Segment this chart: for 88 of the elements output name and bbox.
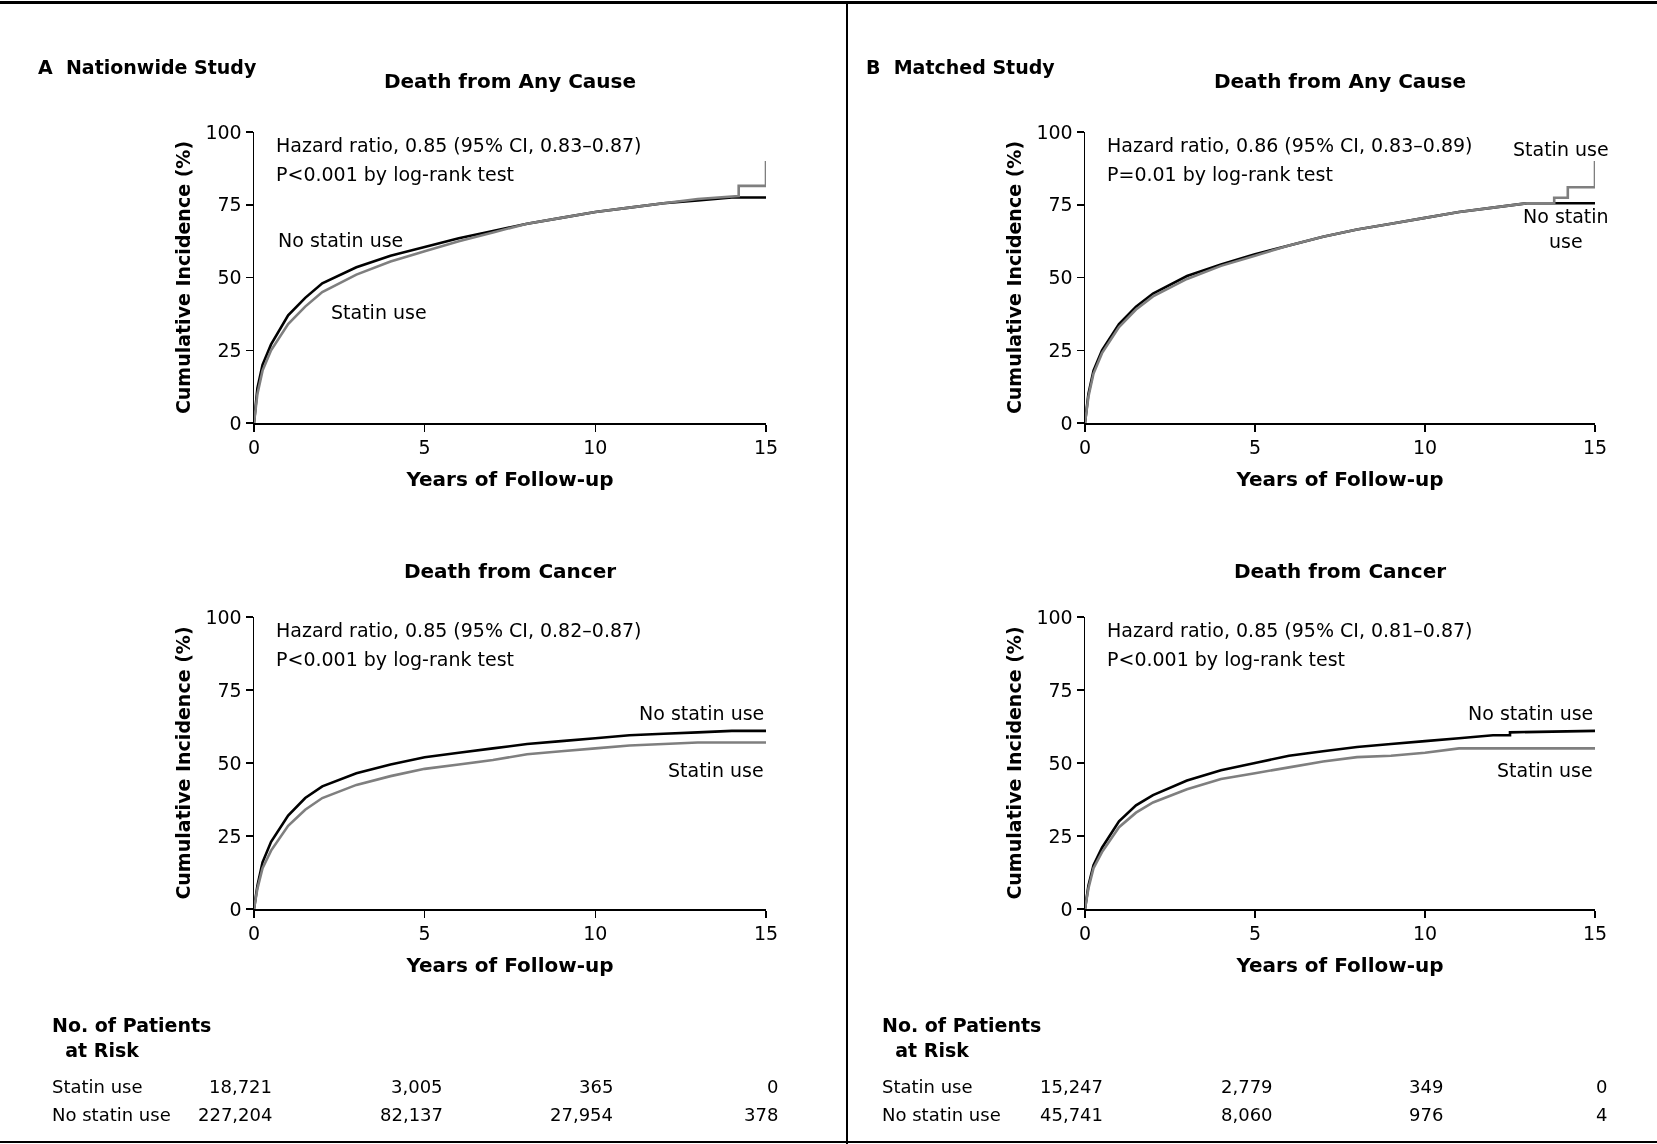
series-label: Statin use — [668, 759, 764, 781]
series-label: Statin use — [1497, 759, 1593, 781]
x-tick-label: 5 — [418, 922, 431, 945]
x-tick-label: 0 — [1078, 922, 1092, 945]
x-axis-title: Years of Follow-up — [405, 466, 614, 491]
y-tick-label: 75 — [1048, 193, 1073, 216]
y-tick-label: 100 — [1036, 120, 1073, 143]
text: 378 — [744, 1104, 779, 1125]
y-tick-label: 75 — [1048, 678, 1073, 701]
text: 227,204 — [198, 1104, 273, 1125]
y-tick-label: 0 — [229, 897, 242, 920]
chart-title: Death from Cancer — [403, 559, 617, 583]
y-tick-label: 0 — [229, 411, 242, 434]
x-tick-label: 15 — [1582, 436, 1608, 459]
text: 82,137 — [380, 1104, 443, 1125]
y-tick-label: 0 — [1060, 411, 1073, 434]
y-axis-title: Cumulative Incidence (%) — [1002, 140, 1025, 415]
y-tick-label: 75 — [217, 678, 242, 701]
y-tick-label: 25 — [1048, 824, 1073, 847]
text: 8,060 — [1221, 1104, 1273, 1125]
y-tick-label: 50 — [1048, 266, 1073, 289]
annotation: P<0.001 by log-rank test — [276, 163, 515, 185]
series-label: No statin use — [1523, 205, 1609, 252]
annotation: P=0.01 by log-rank test — [1107, 163, 1333, 185]
x-tick-label: 15 — [1582, 922, 1608, 945]
x-axis-title: Years of Follow-up — [405, 952, 614, 977]
annotation: Hazard ratio, 0.85 (95% CI, 0.82–0.87) — [276, 619, 642, 641]
y-tick-label: 50 — [217, 751, 242, 774]
x-tick-label: 10 — [583, 922, 608, 945]
series-label: No statin use — [639, 702, 765, 724]
chart-title: Death from Cancer — [1233, 559, 1447, 583]
text: A Nationwide Study — [38, 56, 257, 78]
x-tick-label: 15 — [753, 922, 779, 945]
chart-title: Death from Any Cause — [383, 69, 637, 93]
x-tick-label: 15 — [753, 436, 779, 459]
y-tick-label: 50 — [217, 266, 242, 289]
text: 2,779 — [1221, 1076, 1273, 1097]
y-axis-title: Cumulative Incidence (%) — [1002, 626, 1025, 900]
annotation: Hazard ratio, 0.85 (95% CI, 0.83–0.87) — [276, 134, 642, 156]
series-label: Statin use — [1513, 138, 1609, 160]
y-tick-label: 0 — [1060, 897, 1073, 920]
text: No. of Patients at Risk — [882, 1014, 1042, 1061]
annotation: Hazard ratio, 0.85 (95% CI, 0.81–0.87) — [1107, 619, 1473, 641]
y-axis-title: Cumulative Incidence (%) — [171, 626, 194, 900]
y-tick-label: 25 — [217, 338, 242, 361]
x-tick-label: 5 — [418, 436, 431, 459]
x-tick-label: 0 — [1078, 436, 1092, 459]
y-tick-label: 25 — [217, 824, 242, 847]
x-axis-title: Years of Follow-up — [1235, 466, 1444, 491]
x-axis-title: Years of Follow-up — [1235, 952, 1444, 977]
text: 349 — [1409, 1076, 1444, 1097]
text: 27,954 — [550, 1104, 613, 1125]
text: No statin use — [52, 1104, 171, 1125]
y-tick-label: 100 — [205, 120, 242, 143]
text: 18,721 — [209, 1076, 272, 1097]
text: 0 — [1596, 1076, 1608, 1097]
y-axis-title: Cumulative Incidence (%) — [171, 140, 194, 415]
series-label: Statin use — [331, 301, 427, 323]
series-label: No statin use — [278, 229, 404, 251]
text: Statin use — [52, 1076, 143, 1097]
text: 0 — [767, 1076, 779, 1097]
text: 976 — [1409, 1104, 1444, 1125]
chart-title: Death from Any Cause — [1213, 69, 1467, 93]
text: 3,005 — [391, 1076, 443, 1097]
x-tick-label: 10 — [1412, 436, 1438, 459]
text: No statin use — [882, 1104, 1001, 1125]
text: 365 — [579, 1076, 614, 1097]
text: B Matched Study — [866, 56, 1056, 78]
x-tick-label: 10 — [1412, 922, 1438, 945]
y-tick-label: 50 — [1048, 751, 1073, 774]
x-tick-label: 10 — [583, 436, 608, 459]
x-tick-label: 5 — [1248, 922, 1262, 945]
annotation: P<0.001 by log-rank test — [1107, 648, 1346, 670]
x-tick-label: 5 — [1248, 436, 1262, 459]
text: 45,741 — [1040, 1104, 1103, 1125]
y-tick-label: 75 — [217, 193, 242, 216]
text: 4 — [1596, 1104, 1608, 1125]
text: Statin use — [882, 1076, 973, 1097]
text: No. of Patients at Risk — [52, 1014, 212, 1061]
y-tick-label: 100 — [205, 605, 242, 628]
text: 15,247 — [1040, 1076, 1103, 1097]
x-tick-label: 0 — [247, 922, 261, 945]
x-tick-label: 0 — [247, 436, 261, 459]
annotation: P<0.001 by log-rank test — [276, 648, 515, 670]
y-tick-label: 25 — [1048, 338, 1073, 361]
annotation: Hazard ratio, 0.86 (95% CI, 0.83–0.89) — [1107, 134, 1473, 156]
y-tick-label: 100 — [1036, 605, 1073, 628]
series-label: No statin use — [1468, 702, 1594, 724]
